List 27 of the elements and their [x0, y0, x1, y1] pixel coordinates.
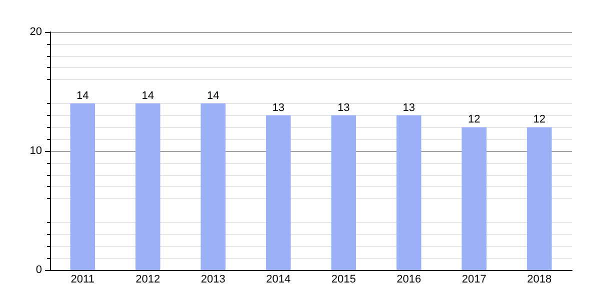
- bar: [396, 115, 422, 270]
- bar: [462, 127, 487, 270]
- data-label: 14: [207, 90, 220, 102]
- x-tick-label: 2015: [331, 274, 356, 286]
- bar: [266, 115, 291, 270]
- bar: [331, 115, 356, 270]
- data-label: 13: [402, 102, 415, 114]
- y-tick-label: 0: [36, 264, 42, 276]
- bar: [200, 103, 226, 270]
- data-label: 12: [468, 114, 480, 126]
- y-tick-label: 20: [30, 26, 42, 38]
- x-tick-label: 2012: [136, 274, 160, 286]
- x-tick-label: 2011: [70, 274, 94, 286]
- bar: [526, 127, 552, 270]
- data-label: 13: [272, 102, 284, 114]
- data-label: 14: [76, 90, 89, 102]
- x-tick-label: 2018: [527, 274, 552, 286]
- bar: [135, 103, 160, 270]
- data-label: 13: [338, 102, 350, 114]
- x-tick-label: 2013: [200, 274, 226, 286]
- x-tick-label: 2014: [266, 274, 291, 286]
- y-tick-label: 10: [30, 145, 42, 157]
- x-tick-label: 2016: [396, 274, 422, 286]
- data-label: 12: [533, 114, 546, 126]
- bar: [70, 103, 96, 270]
- data-label: 14: [142, 90, 154, 102]
- x-tick-label: 2017: [462, 274, 486, 286]
